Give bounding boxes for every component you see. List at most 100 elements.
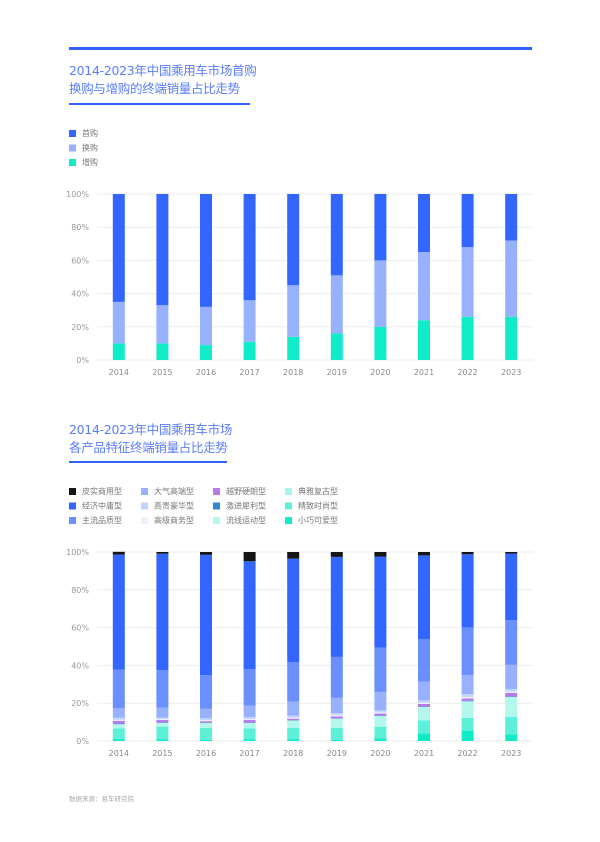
x-tick-label: 2018 bbox=[283, 368, 303, 377]
bar-segment bbox=[112, 343, 125, 360]
x-tick-label: 2022 bbox=[457, 749, 477, 758]
legend-label: 经济中庸型 bbox=[82, 501, 122, 511]
bar-segment bbox=[287, 720, 300, 728]
bar-segment bbox=[461, 316, 474, 360]
bar-segment bbox=[243, 739, 256, 741]
legend-swatch bbox=[285, 517, 292, 524]
bar-segment bbox=[505, 552, 518, 554]
bar-segment bbox=[200, 345, 212, 360]
bar-segment bbox=[156, 305, 169, 344]
bar-segment bbox=[330, 727, 343, 740]
bar-segment bbox=[156, 722, 169, 727]
chart2-title-line1: 2014-2023年中国乘用车市场 bbox=[69, 422, 233, 437]
bar-segment bbox=[243, 705, 256, 717]
bar-segment bbox=[374, 715, 387, 727]
bar-segment bbox=[200, 554, 212, 676]
bar-segment bbox=[330, 656, 343, 698]
legend-swatch bbox=[69, 502, 76, 510]
bar-segment bbox=[505, 696, 518, 717]
bar-segment bbox=[418, 681, 430, 701]
bar-segment bbox=[374, 710, 387, 713]
bar-segment bbox=[461, 194, 474, 248]
legend-swatch bbox=[141, 517, 148, 524]
x-tick-label: 2020 bbox=[370, 749, 390, 758]
bar-segment bbox=[374, 691, 387, 711]
legend-swatch bbox=[69, 488, 76, 495]
bar-segment bbox=[374, 712, 387, 714]
bar-segment bbox=[374, 713, 387, 716]
top-accent-bar bbox=[69, 47, 532, 50]
legend-swatch bbox=[213, 502, 220, 510]
bar-segment bbox=[330, 715, 343, 717]
bar-segment bbox=[505, 194, 518, 241]
legend-label: 皮实商用型 bbox=[82, 486, 122, 496]
bar-segment bbox=[418, 555, 430, 640]
bar-segment bbox=[200, 721, 212, 723]
legend-swatch bbox=[213, 488, 220, 495]
y-tick-label: 60% bbox=[71, 624, 89, 633]
x-tick-label: 2021 bbox=[414, 368, 434, 377]
bar-segment bbox=[461, 552, 474, 555]
bar-segment bbox=[330, 713, 343, 716]
y-tick-label: 80% bbox=[71, 586, 89, 595]
bar-segment bbox=[156, 720, 169, 723]
x-tick-label: 2021 bbox=[414, 749, 434, 758]
bar-segment bbox=[330, 718, 343, 728]
bar-segment bbox=[374, 260, 387, 327]
legend-swatch bbox=[69, 144, 76, 152]
bar-segment bbox=[418, 706, 430, 721]
x-tick-label: 2017 bbox=[239, 749, 259, 758]
bar-segment bbox=[156, 707, 169, 718]
bar-segment bbox=[287, 718, 300, 721]
bar-segment bbox=[374, 194, 387, 261]
bar-segment bbox=[112, 554, 125, 670]
bar-segment bbox=[330, 333, 343, 360]
x-tick-label: 2014 bbox=[109, 749, 129, 758]
chart2-title: 2014-2023年中国乘用车市场 各产品特征终端销量占比走势 bbox=[69, 421, 232, 457]
legend-label: 精致时尚型 bbox=[298, 501, 338, 511]
chart1-title: 2014-2023年中国乘用车市场首购 换购与增购的终端销量占比走势 bbox=[69, 62, 257, 98]
bar-segment bbox=[287, 727, 300, 740]
data-source: 数据来源：易车研究院 bbox=[69, 795, 134, 803]
x-tick-label: 2014 bbox=[109, 368, 129, 377]
bar-segment bbox=[287, 552, 300, 559]
legend-label: 大气高端型 bbox=[154, 486, 194, 496]
y-tick-label: 100% bbox=[66, 548, 89, 557]
bar-segment bbox=[112, 708, 125, 718]
bar-segment bbox=[374, 726, 387, 739]
legend-label: 换购 bbox=[82, 143, 98, 153]
y-tick-label: 40% bbox=[71, 290, 89, 299]
bar-segment bbox=[461, 247, 474, 317]
bar-segment bbox=[287, 715, 300, 718]
bar-segment bbox=[505, 692, 518, 697]
bar-segment bbox=[243, 719, 256, 721]
bar-segment bbox=[112, 719, 125, 721]
bar-segment bbox=[287, 285, 300, 337]
chart1-title-line1: 2014-2023年中国乘用车市场首购 bbox=[69, 63, 257, 78]
bar-segment bbox=[287, 717, 300, 719]
bar-segment bbox=[112, 738, 125, 741]
bar-segment bbox=[330, 275, 343, 334]
chart1-title-line2: 换购与增购的终端销量占比走势 bbox=[69, 81, 240, 96]
bar-segment bbox=[156, 552, 169, 554]
bar-segment bbox=[243, 716, 256, 720]
bar-segment bbox=[200, 708, 212, 719]
bar-segment bbox=[112, 551, 125, 555]
legend-swatch bbox=[285, 502, 292, 510]
bar-segment bbox=[156, 739, 169, 741]
bar-segment bbox=[156, 343, 169, 360]
bar-segment bbox=[461, 730, 474, 741]
bar-segment bbox=[112, 723, 125, 725]
x-tick-label: 2015 bbox=[152, 368, 172, 377]
bar-segment bbox=[200, 306, 212, 346]
bar-segment bbox=[461, 717, 474, 731]
legend-label: 小巧可爱型 bbox=[298, 516, 338, 525]
bar-segment bbox=[287, 336, 300, 360]
x-tick-label: 2017 bbox=[239, 368, 259, 377]
bar-segment bbox=[505, 620, 518, 665]
bar-segment bbox=[200, 739, 212, 741]
bar-segment bbox=[461, 696, 474, 699]
bar-segment bbox=[287, 701, 300, 716]
bar-segment bbox=[374, 647, 387, 692]
